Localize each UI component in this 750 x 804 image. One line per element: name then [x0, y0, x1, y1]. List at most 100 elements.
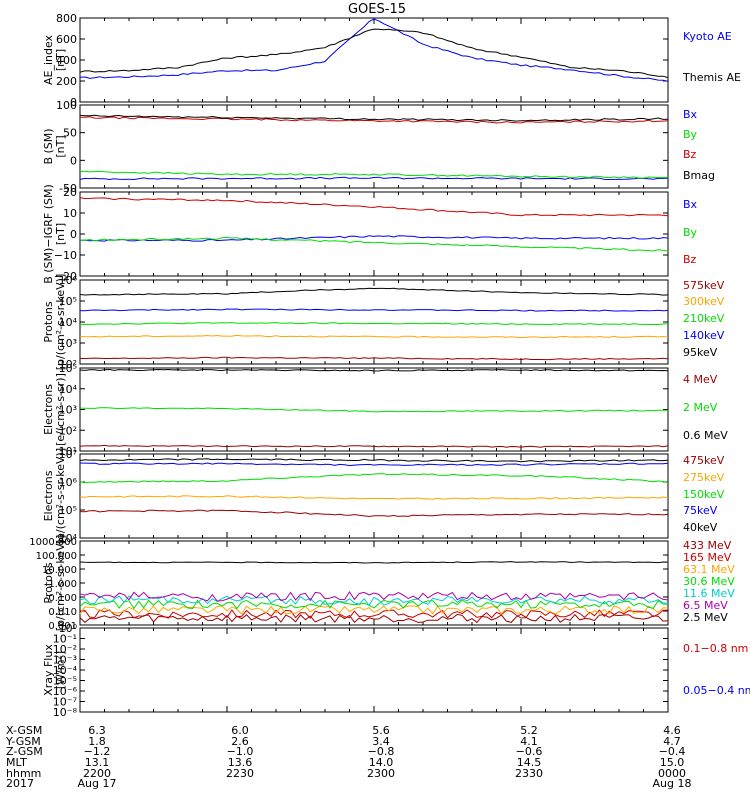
- series-line-475kev: [79, 509, 669, 518]
- y-tick-label: 0: [70, 228, 77, 241]
- legend-label: 475keV: [683, 454, 725, 467]
- panel-protons_low: 10⁶ 10⁵ 10⁴ 10³ 10²Protons[p/(cm²-s-sr-keV)]…: [42, 274, 725, 371]
- y-tick-label: 800: [56, 12, 77, 25]
- legend-label: 75keV: [683, 504, 718, 517]
- ephemeris-value: 13.1: [85, 756, 110, 769]
- y-tick-label: 10⁵: [59, 295, 77, 308]
- panel-protons_high: 1000.000 100.000 10.000 1.000 0.100 0.010 0.00…: [29, 535, 735, 632]
- series-line-bx: [79, 176, 669, 181]
- ephemeris-value: 1.8: [88, 735, 106, 748]
- legend-label: 2.5 MeV: [683, 611, 728, 624]
- y-tick-label: 400: [56, 54, 77, 67]
- ephemeris-value: 5.6: [372, 724, 390, 737]
- y-tick-label: 10⁻⁶: [53, 685, 78, 698]
- ephemeris-value: 5.2: [520, 724, 538, 737]
- y-axis-label: Xray Flux[W/m²]: [42, 644, 67, 696]
- series-line-2-mev: [79, 407, 669, 413]
- y-tick-label: 10⁻¹: [53, 633, 77, 646]
- y-tick-label: 10⁻⁸: [53, 706, 78, 719]
- ephemeris-value: 14.5: [517, 756, 542, 769]
- y-tick-label: 10⁷: [59, 448, 77, 461]
- y-tick-label: 0.001: [48, 621, 77, 632]
- series-line-kyoto-ae: [79, 18, 669, 82]
- y-tick-label: 10⁵: [59, 362, 77, 375]
- panel-frame: [79, 17, 669, 103]
- y-axis-label: B (SM)[nT]: [42, 128, 67, 164]
- ephemeris-row-label: Y-GSM: [5, 735, 41, 748]
- series-line-433-mev: [79, 613, 669, 624]
- series-line-150kev: [79, 473, 669, 484]
- ephemeris-value: Aug 18: [653, 777, 692, 790]
- ephemeris-row-label: hhmm: [6, 767, 41, 780]
- y-tick-label: 1.000: [48, 579, 77, 590]
- ephemeris-value: 2330: [515, 767, 543, 780]
- y-tick-label: 0: [70, 96, 77, 109]
- y-tick-label: 50: [63, 127, 77, 140]
- legend-label: 4 MeV: [683, 373, 718, 386]
- y-axis-label: Protons[p/(cm²-s-sr-keV)]: [42, 535, 67, 632]
- y-tick-label: 0.010: [48, 607, 77, 618]
- legend-label: 40keV: [683, 521, 718, 534]
- ephemeris-value: 4.7: [663, 735, 681, 748]
- series-line-bx: [79, 235, 669, 242]
- y-tick-label: 10: [63, 207, 77, 220]
- legend-label: 140keV: [683, 329, 725, 342]
- legend-label: 11.6 MeV: [683, 587, 735, 600]
- ephemeris-value: −1.2: [84, 745, 111, 758]
- legend-label: 165 MeV: [683, 551, 732, 564]
- series-line-11-6-mev: [79, 595, 669, 607]
- y-tick-label: 10⁻⁵: [53, 675, 77, 688]
- legend-label: 300keV: [683, 295, 725, 308]
- y-tick-label: 10⁰: [59, 622, 78, 635]
- y-tick-label: 10³: [59, 337, 77, 350]
- legend-label: 95keV: [683, 346, 718, 359]
- y-tick-label: 10⁻⁷: [53, 696, 77, 709]
- series-line-2-5-mev: [79, 561, 669, 564]
- y-tick-label: 10²: [59, 358, 77, 371]
- y-tick-label: -50: [59, 182, 77, 195]
- y-axis-label: Protons[p/(cm²-s-sr-keV)]: [42, 274, 67, 371]
- panel-frame: [79, 627, 669, 713]
- ephemeris-value: Aug 17: [78, 777, 117, 790]
- y-tick-label: 10³: [59, 404, 77, 417]
- series-line-30-6-mev: [79, 599, 669, 610]
- panel-frame: [79, 279, 669, 365]
- legend-label: 30.6 MeV: [683, 575, 735, 588]
- y-tick-label: 10⁴: [59, 383, 78, 396]
- y-tick-label: −20: [54, 270, 77, 283]
- y-axis-label: Electrons[e/(cm²-s-sr)]: [42, 373, 67, 446]
- series-line-by: [79, 170, 669, 179]
- legend-label: 210keV: [683, 312, 725, 325]
- ephemeris-value: 6.3: [88, 724, 106, 737]
- series-line-210kev: [79, 322, 669, 326]
- y-tick-label: 10⁵: [59, 504, 77, 517]
- ephemeris-value: 4.1: [520, 735, 538, 748]
- ephemeris-value: 13.6: [228, 756, 253, 769]
- legend-label: By: [683, 226, 698, 239]
- legend-label: Bx: [683, 108, 698, 121]
- y-tick-label: 10⁶: [59, 274, 78, 287]
- y-tick-label: 10⁻³: [53, 654, 77, 667]
- series-line-275kev: [79, 495, 669, 500]
- y-tick-label: 10⁴: [59, 532, 78, 545]
- legend-label: Themis AE: [682, 71, 741, 84]
- panel-b_sm: 100 50 0 -50 B (SM)[nT] Bx By Bz Bmag: [42, 99, 715, 195]
- panel-frame: [79, 191, 669, 277]
- series-line-300kev: [79, 334, 669, 339]
- plot-title: GOES-15: [348, 2, 406, 17]
- series-line-6-5-mev: [79, 590, 669, 602]
- y-tick-label: 0: [70, 154, 77, 167]
- y-tick-label: 100.000: [36, 551, 77, 562]
- ephemeris-value: 2.6: [231, 735, 249, 748]
- series-line-themis-ae: [79, 28, 669, 79]
- y-tick-label: 10⁴: [59, 316, 78, 329]
- ephemeris-value: 15.0: [660, 756, 685, 769]
- ephemeris-row-label: 2017: [6, 777, 34, 790]
- panel-frame: [79, 367, 669, 452]
- ephemeris-value: −0.4: [659, 745, 686, 758]
